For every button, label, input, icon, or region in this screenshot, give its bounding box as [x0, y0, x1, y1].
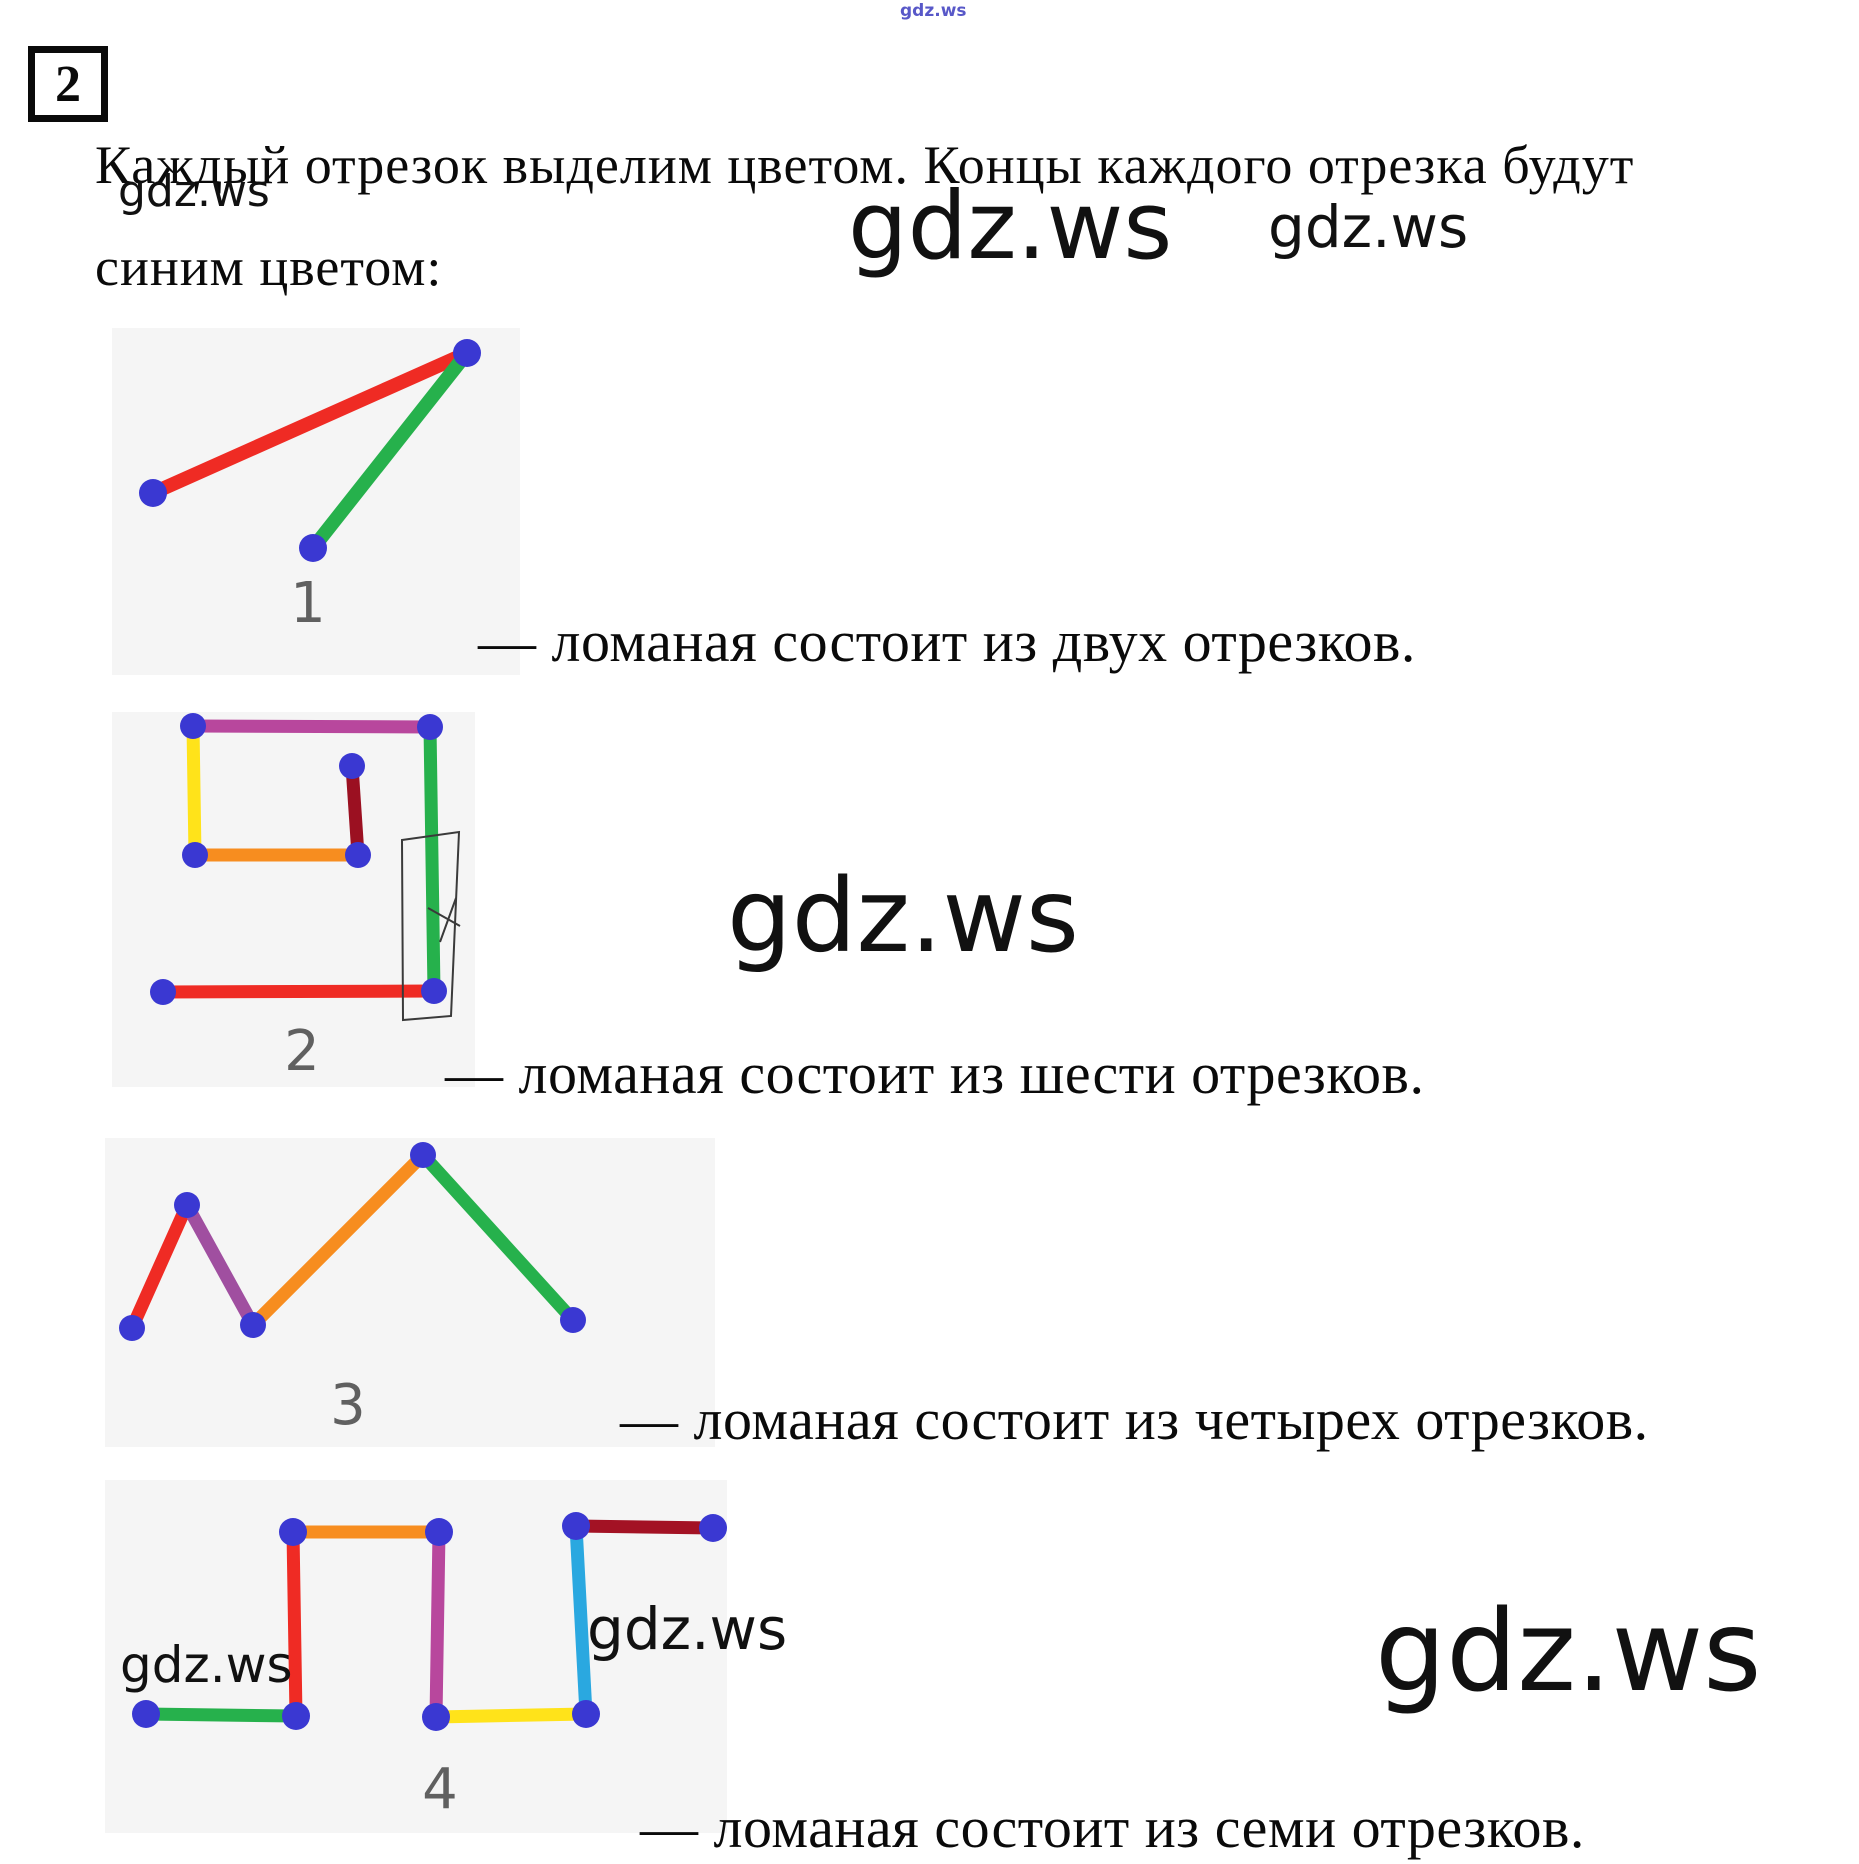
watermark-intro-small: gdz.ws: [118, 166, 270, 217]
segment-orange: [246, 1148, 430, 1332]
endpoint-dot: [699, 1514, 727, 1542]
segment-magenta: [429, 1525, 446, 1724]
endpoint-dot: [425, 1518, 453, 1546]
scan-artifact-line: [427, 907, 461, 927]
endpoint-dot: [421, 978, 447, 1004]
endpoint-dot: [560, 1307, 586, 1333]
segment-green: [423, 720, 441, 998]
figure-number-label: 4: [422, 1757, 458, 1822]
task-number: 2: [55, 55, 81, 113]
segment-green: [416, 1148, 580, 1327]
scan-artifact-line: [439, 897, 457, 943]
figure-1-panel: 1: [112, 328, 520, 675]
endpoint-dot: [180, 713, 206, 739]
endpoint-dot: [410, 1142, 436, 1168]
watermark-top-tiny: gdz.ws: [900, 1, 967, 21]
polyline-drawing: [119, 1142, 586, 1341]
figure-number-label: 1: [290, 571, 326, 636]
endpoint-dot: [279, 1518, 307, 1546]
watermark-intro-center: gdz.ws: [848, 172, 1173, 281]
figure-2-panel: 2: [112, 712, 475, 1087]
watermark-middle-large: gdz.ws: [727, 857, 1080, 976]
polyline-drawing: [139, 339, 481, 562]
figure-1-caption: — ломаная состоит из двух отрезков.: [478, 609, 1416, 674]
watermark-intro-right: gdz.ws: [1268, 193, 1469, 261]
segment-yellow: [429, 1707, 593, 1724]
polyline-drawing: [132, 1512, 727, 1731]
segment-dark-red: [569, 1519, 720, 1535]
endpoint-dot: [417, 714, 443, 740]
segment-red: [146, 346, 474, 500]
watermark-bottom-large: gdz.ws: [1375, 1587, 1762, 1717]
endpoint-dot: [422, 1703, 450, 1731]
segment-purple: [180, 1198, 260, 1332]
figure-3-caption: — ломаная состоит из четырех отрезков.: [620, 1387, 1649, 1452]
scan-artifact-line: [400, 830, 461, 1022]
segment-red: [286, 1525, 303, 1723]
watermark-figure4-right: gdz.ws: [587, 1595, 788, 1663]
endpoint-dot: [132, 1700, 160, 1728]
figure-number-label: 2: [284, 1019, 320, 1084]
endpoint-dot: [240, 1312, 266, 1338]
segment-yellow: [186, 719, 202, 862]
segment-dark-red: [345, 759, 365, 862]
endpoint-dot: [299, 534, 327, 562]
segment-green: [306, 346, 474, 555]
endpoint-dot: [453, 339, 481, 367]
endpoint-dot: [174, 1192, 200, 1218]
endpoint-dot: [119, 1315, 145, 1341]
endpoint-dot: [139, 479, 167, 507]
segment-green: [139, 1707, 303, 1723]
figure-4-panel: 4: [105, 1480, 727, 1833]
watermark-figure4-left: gdz.ws: [120, 1636, 293, 1694]
segment-red: [156, 984, 441, 999]
figure-4-caption: — ломаная состоит из семи отрезков.: [640, 1795, 1585, 1860]
intro-text-line1: Каждый отрезок выделим цветом. Концы каж…: [95, 135, 1635, 195]
endpoint-dot: [339, 753, 365, 779]
endpoint-dot: [345, 842, 371, 868]
segment-cyan: [569, 1519, 593, 1721]
figure-3-panel: 3: [105, 1138, 715, 1447]
task-number-box: 2: [28, 46, 108, 122]
intro-text-line2: синим цветом:: [95, 237, 443, 297]
endpoint-dot: [572, 1700, 600, 1728]
segment-red: [125, 1198, 194, 1335]
polyline-drawing: [150, 713, 461, 1022]
figure-2-caption: — ломаная состоит из шести отрезков.: [445, 1041, 1425, 1106]
endpoint-dot: [562, 1512, 590, 1540]
endpoint-dot: [150, 979, 176, 1005]
endpoint-dot: [282, 1702, 310, 1730]
segment-magenta: [186, 719, 437, 734]
figure-number-label: 3: [330, 1373, 366, 1438]
endpoint-dot: [182, 842, 208, 868]
